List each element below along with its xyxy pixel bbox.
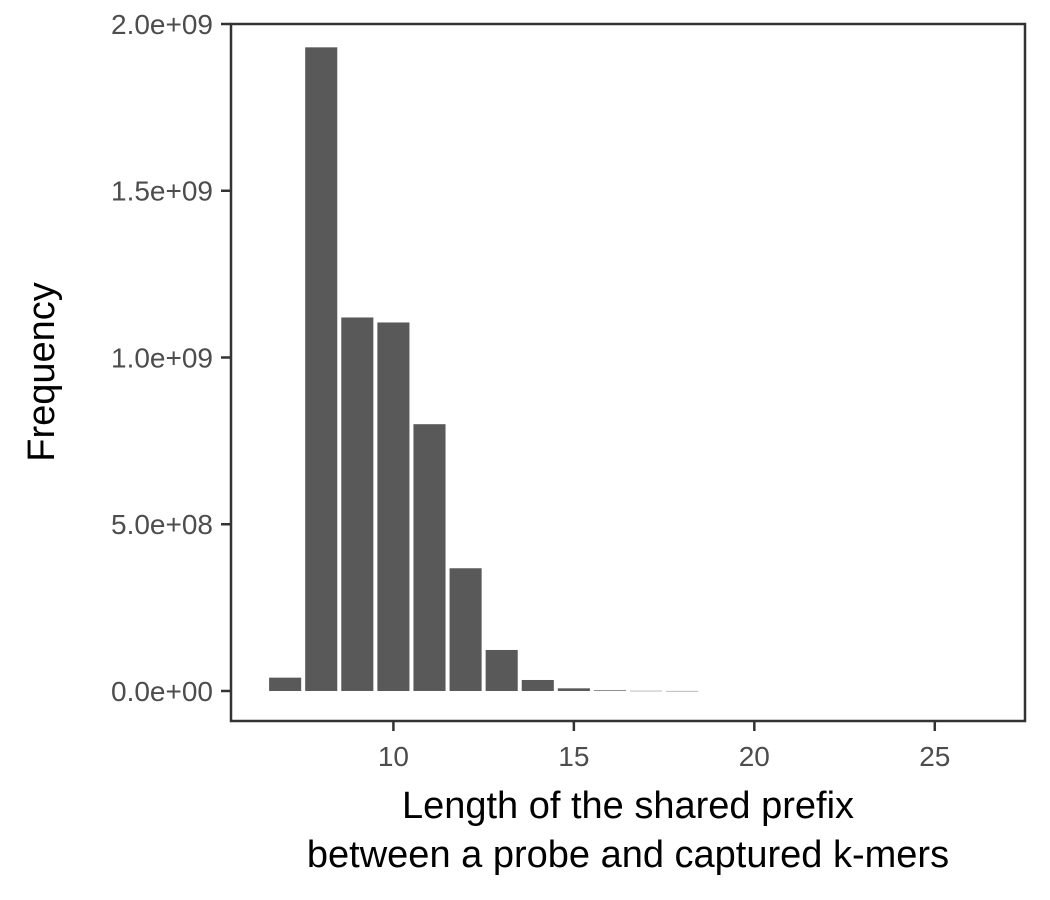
bar-8 — [305, 47, 338, 691]
bar-15 — [557, 688, 590, 691]
y-axis-title: Frequency — [21, 282, 63, 462]
y-tick-label: 0.0e+00 — [111, 676, 213, 707]
bar-11 — [413, 424, 446, 691]
y-axis: 0.0e+00 5.0e+08 1.0e+09 1.5e+09 2.0e+09 — [111, 9, 231, 707]
bar-16 — [593, 690, 626, 691]
bar-7 — [269, 677, 302, 691]
y-tick-label: 1.5e+09 — [111, 176, 213, 207]
bar-9 — [341, 317, 374, 691]
x-tick-label: 15 — [558, 741, 589, 772]
bar-12 — [449, 568, 482, 691]
bars-layer — [269, 47, 699, 692]
x-tick-label: 25 — [919, 741, 950, 772]
bar-14 — [521, 679, 554, 691]
y-tick-label: 2.0e+09 — [111, 9, 213, 40]
bar-13 — [485, 649, 518, 691]
bar-10 — [377, 322, 410, 691]
x-tick-label: 20 — [739, 741, 770, 772]
y-tick-label: 5.0e+08 — [111, 509, 213, 540]
x-axis-title-line2: between a probe and captured k-mers — [307, 834, 949, 876]
x-axis-title-line1: Length of the shared prefix — [402, 785, 854, 827]
panel-border — [229, 22, 1027, 723]
x-tick-label: 10 — [378, 741, 409, 772]
x-axis: 10 15 20 25 — [378, 721, 950, 772]
y-tick-label: 1.0e+09 — [111, 342, 213, 373]
